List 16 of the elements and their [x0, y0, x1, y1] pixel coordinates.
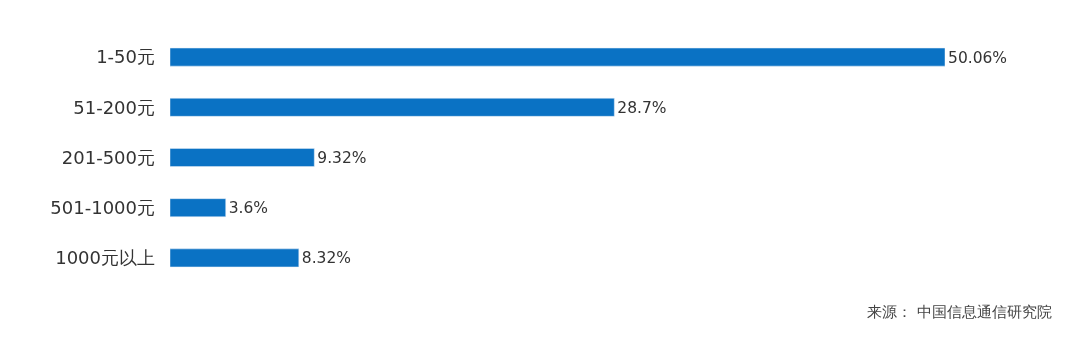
data-label: 50.06%	[948, 48, 1008, 67]
y-tick-label: 501-1000元	[50, 197, 155, 218]
y-tick-label: 201-500元	[61, 146, 155, 168]
bar	[170, 198, 226, 217]
data-label: 3.6%	[228, 199, 269, 218]
bar	[170, 47, 945, 67]
source-note: 来源： 中国信息通信研究院	[867, 303, 1052, 321]
data-label: 9.32%	[317, 149, 367, 168]
bar	[170, 98, 615, 117]
data-label: 28.7%	[617, 98, 667, 117]
y-tick-label: 51-200元	[73, 96, 155, 118]
y-tick-label: 1000元以上	[55, 247, 155, 269]
bar	[170, 248, 300, 268]
data-label: 8.32%	[301, 249, 352, 268]
bar	[170, 148, 315, 167]
y-tick-label: 1-50元	[96, 46, 155, 68]
